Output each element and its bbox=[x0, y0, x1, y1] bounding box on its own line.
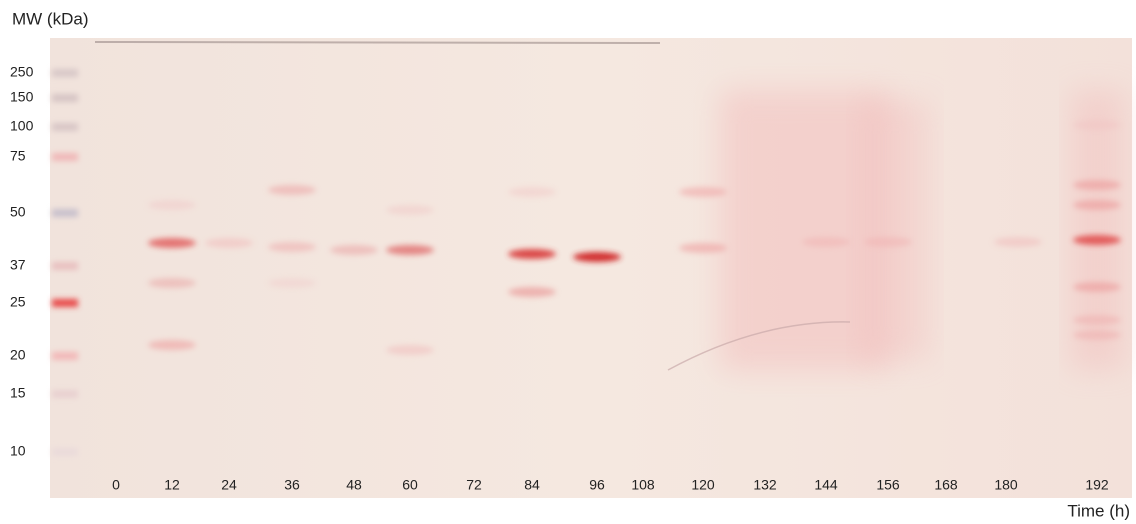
band bbox=[1073, 315, 1121, 325]
gel-edge bbox=[94, 41, 661, 44]
band bbox=[994, 237, 1042, 247]
band bbox=[573, 252, 621, 262]
marker-label: 150 bbox=[10, 89, 34, 105]
marker-label: 50 bbox=[10, 204, 26, 220]
lane-label: 12 bbox=[164, 477, 180, 493]
band bbox=[148, 340, 196, 350]
band bbox=[386, 205, 434, 215]
ladder-band bbox=[52, 390, 78, 398]
band bbox=[148, 238, 196, 248]
lane-label: 96 bbox=[589, 477, 605, 493]
ladder-band bbox=[52, 94, 78, 102]
lane-label: 132 bbox=[753, 477, 777, 493]
ladder bbox=[52, 69, 78, 456]
band bbox=[679, 243, 727, 253]
ladder-band bbox=[52, 69, 78, 77]
mw-title: MW (kDa) bbox=[12, 9, 88, 28]
marker-label: 25 bbox=[10, 294, 26, 310]
band bbox=[508, 249, 556, 259]
ladder-band bbox=[52, 262, 78, 270]
band bbox=[1073, 200, 1121, 210]
band bbox=[1073, 330, 1121, 340]
lane-label: 72 bbox=[466, 477, 482, 493]
band bbox=[148, 200, 196, 210]
smears bbox=[720, 90, 1125, 370]
lane-label: 144 bbox=[814, 477, 838, 493]
lane-label: 60 bbox=[402, 477, 418, 493]
marker-label: 75 bbox=[10, 148, 26, 164]
band bbox=[268, 185, 316, 195]
ladder-band bbox=[52, 299, 78, 307]
band bbox=[679, 187, 727, 197]
band bbox=[330, 245, 378, 255]
bands bbox=[148, 120, 1121, 371]
band bbox=[1073, 180, 1121, 190]
lane-label: 48 bbox=[346, 477, 362, 493]
band bbox=[148, 278, 196, 288]
marker-label: 15 bbox=[10, 385, 26, 401]
ladder-band bbox=[52, 209, 78, 217]
band bbox=[1073, 235, 1121, 245]
band bbox=[864, 237, 912, 247]
lane-label: 36 bbox=[284, 477, 300, 493]
band bbox=[386, 345, 434, 355]
lane-label: 168 bbox=[934, 477, 958, 493]
marker-label: 37 bbox=[10, 257, 26, 273]
band bbox=[268, 278, 316, 288]
lane-label: 0 bbox=[112, 477, 120, 493]
gel bbox=[50, 38, 1132, 498]
scratch bbox=[667, 321, 851, 371]
lane-label: 156 bbox=[876, 477, 900, 493]
lane-label: 120 bbox=[691, 477, 715, 493]
lane-label: 108 bbox=[631, 477, 655, 493]
band bbox=[508, 287, 556, 297]
band bbox=[1073, 120, 1121, 130]
lane-label: 84 bbox=[524, 477, 540, 493]
x-title: Time (h) bbox=[1067, 501, 1130, 520]
lane-label: 180 bbox=[994, 477, 1018, 493]
marker-label: 20 bbox=[10, 347, 26, 363]
ladder-band bbox=[52, 448, 78, 456]
lane-label: 24 bbox=[221, 477, 237, 493]
marker-label: 250 bbox=[10, 64, 34, 80]
band bbox=[1073, 282, 1121, 292]
ladder-band bbox=[52, 123, 78, 131]
band bbox=[802, 237, 850, 247]
band bbox=[386, 245, 434, 255]
lane-label: 192 bbox=[1085, 477, 1109, 493]
band bbox=[205, 238, 253, 248]
marker-label: 100 bbox=[10, 118, 34, 134]
band bbox=[508, 187, 556, 197]
ladder-band bbox=[52, 153, 78, 161]
band bbox=[268, 242, 316, 252]
marker-label: 10 bbox=[10, 443, 26, 459]
ladder-band bbox=[52, 352, 78, 360]
